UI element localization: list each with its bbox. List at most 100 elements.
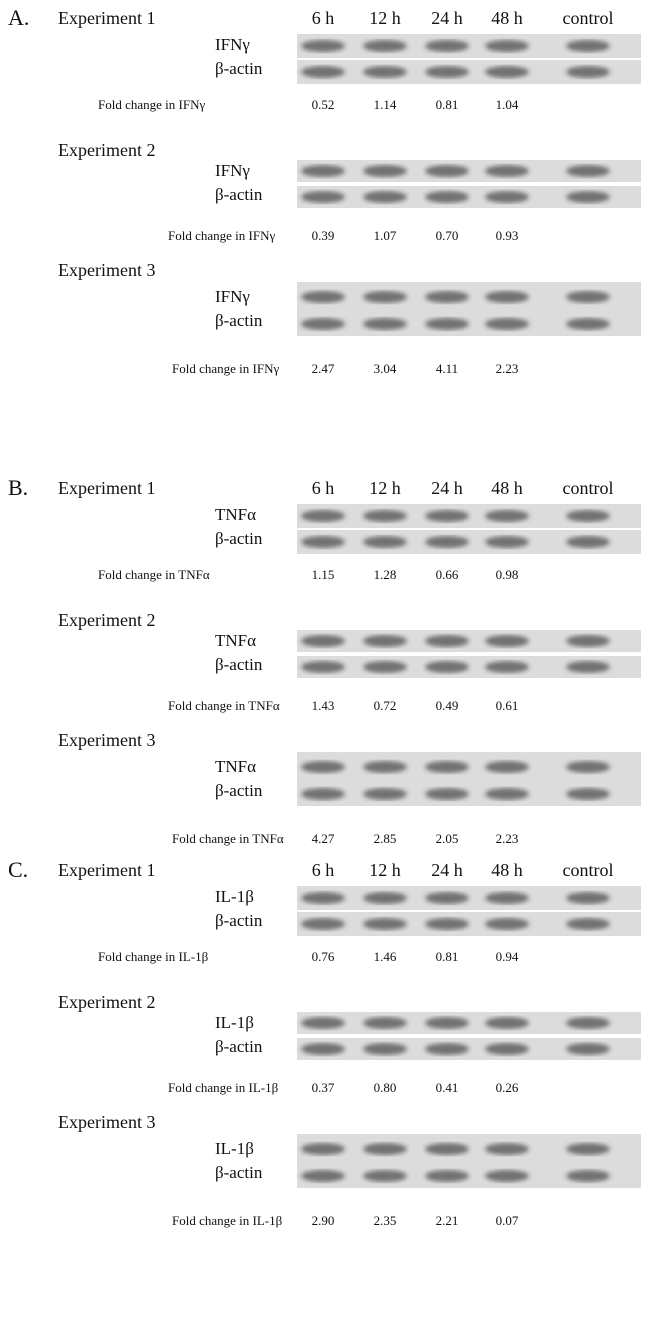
fold-label: Fold change in IL-1β [168, 1080, 279, 1095]
blot-band [485, 1043, 529, 1055]
fold-value: 0.81 [436, 97, 459, 112]
fold-value: 0.94 [496, 949, 519, 964]
fold-value: 0.37 [312, 1080, 335, 1095]
fold-value: 0.52 [312, 97, 335, 112]
blot-band [566, 318, 610, 330]
blot-band [363, 1017, 407, 1029]
blot-band [363, 510, 407, 522]
blot-band [566, 1143, 610, 1155]
blot-band [485, 1017, 529, 1029]
blot-band [566, 536, 610, 548]
fold-value: 0.07 [496, 1213, 519, 1228]
fold-value: 0.72 [374, 698, 397, 713]
fold-value: 4.11 [436, 361, 458, 376]
blot-band [425, 788, 469, 800]
fold-value: 0.49 [436, 698, 459, 713]
fold-value: 0.76 [312, 949, 335, 964]
blot-band [566, 788, 610, 800]
experiment-name: Experiment 2 [58, 140, 155, 160]
blot-band [301, 918, 345, 930]
blot-band [363, 40, 407, 52]
fold-value: 2.23 [496, 831, 519, 846]
blot-band [363, 536, 407, 548]
fold-value: 2.47 [312, 361, 335, 376]
reference-label: β-actin [215, 59, 263, 78]
blot-band [301, 1043, 345, 1055]
fold-value: 2.90 [312, 1213, 335, 1228]
blot-band [566, 635, 610, 647]
target-label: TNFα [215, 757, 256, 776]
blot-band [566, 510, 610, 522]
time-label: 12 h [369, 478, 401, 498]
fold-value: 1.43 [312, 698, 335, 713]
blot-band [425, 918, 469, 930]
time-label: 6 h [312, 860, 335, 880]
blot-band [425, 536, 469, 548]
target-label: IL-1β [215, 887, 254, 906]
time-label: control [563, 8, 614, 28]
fold-value: 3.04 [374, 361, 397, 376]
fold-value: 0.39 [312, 228, 335, 243]
fold-value: 0.41 [436, 1080, 459, 1095]
fold-value: 2.85 [374, 831, 397, 846]
time-label: 12 h [369, 860, 401, 880]
blot-band [485, 661, 529, 673]
fold-value: 2.05 [436, 831, 459, 846]
blot-band [301, 536, 345, 548]
figure: A.6 h12 h24 h48 hcontrolExperiment 1IFNγ… [0, 0, 652, 1319]
reference-label: β-actin [215, 1037, 263, 1056]
blot-band [301, 1143, 345, 1155]
blot-band [566, 165, 610, 177]
blot-band [425, 1170, 469, 1182]
fold-value: 0.66 [436, 567, 459, 582]
blot-band [485, 536, 529, 548]
target-label: IL-1β [215, 1013, 254, 1032]
blot-band [566, 1043, 610, 1055]
time-label: control [563, 860, 614, 880]
fold-value: 2.21 [436, 1213, 459, 1228]
blot-band [363, 1143, 407, 1155]
fold-label: Fold change in TNFα [98, 567, 210, 582]
blot-band [566, 892, 610, 904]
blot-band [363, 761, 407, 773]
experiment-name: Experiment 1 [58, 860, 155, 880]
blot-band [363, 66, 407, 78]
experiment-name: Experiment 3 [58, 730, 155, 750]
blot-band [425, 1043, 469, 1055]
blot-band [425, 661, 469, 673]
fold-value: 1.07 [374, 228, 397, 243]
reference-label: β-actin [215, 529, 263, 548]
reference-label: β-actin [215, 655, 263, 674]
reference-label: β-actin [215, 311, 263, 330]
experiment-name: Experiment 1 [58, 8, 155, 28]
time-label: 12 h [369, 8, 401, 28]
fold-label: Fold change in IL-1β [172, 1213, 283, 1228]
blot-band [425, 510, 469, 522]
target-label: TNFα [215, 631, 256, 650]
fold-value: 1.14 [374, 97, 397, 112]
blot-band [425, 761, 469, 773]
fold-value: 0.98 [496, 567, 519, 582]
blot-band [363, 892, 407, 904]
fold-value: 0.81 [436, 949, 459, 964]
time-label: control [563, 478, 614, 498]
fold-value: 0.26 [496, 1080, 519, 1095]
blot-band [301, 291, 345, 303]
blot-band [566, 918, 610, 930]
panel-label: A. [8, 5, 29, 30]
blot-band [425, 66, 469, 78]
blot-band [425, 635, 469, 647]
blot-band [425, 191, 469, 203]
reference-label: β-actin [215, 911, 263, 930]
fold-value: 2.35 [374, 1213, 397, 1228]
blot-band [363, 1170, 407, 1182]
blot-band [485, 1170, 529, 1182]
blot-band [485, 1143, 529, 1155]
blot-band [363, 191, 407, 203]
fold-label: Fold change in IFNγ [172, 361, 279, 376]
blot-band [301, 510, 345, 522]
blot-band [485, 40, 529, 52]
blot-band [485, 318, 529, 330]
reference-label: β-actin [215, 1163, 263, 1182]
time-label: 48 h [491, 478, 523, 498]
